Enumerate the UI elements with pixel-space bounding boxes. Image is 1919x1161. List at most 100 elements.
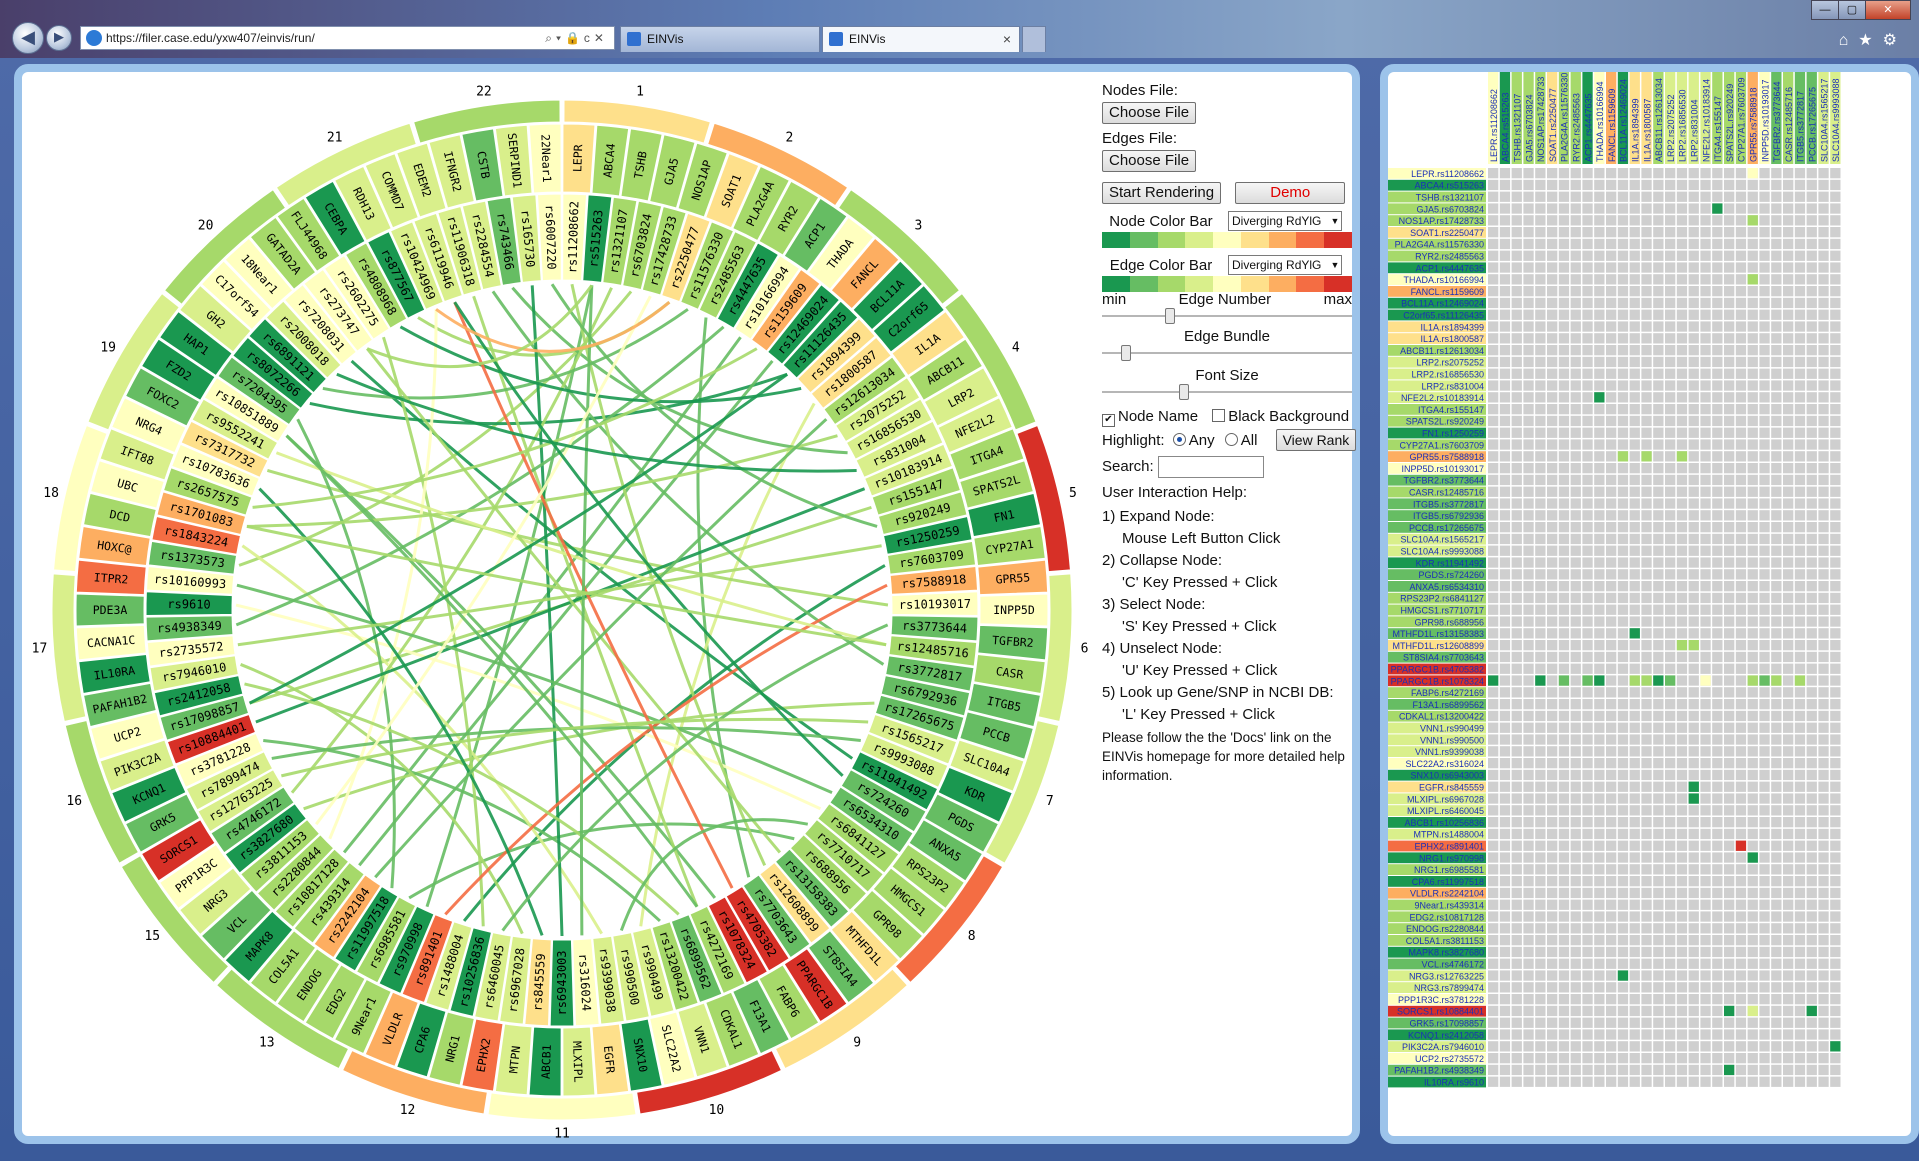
matrix-cell[interactable]	[1688, 333, 1699, 344]
matrix-cell[interactable]	[1653, 793, 1664, 804]
matrix-cell[interactable]	[1582, 1005, 1593, 1017]
matrix-cell[interactable]	[1523, 710, 1534, 722]
matrix-cell[interactable]	[1665, 864, 1676, 875]
matrix-cell[interactable]	[1570, 309, 1581, 320]
matrix-cell[interactable]	[1676, 663, 1688, 674]
matrix-cell[interactable]	[1806, 946, 1817, 958]
matrix-cell[interactable]	[1617, 1053, 1629, 1064]
matrix-cell[interactable]	[1747, 699, 1758, 710]
matrix-cell[interactable]	[1771, 498, 1782, 509]
network-edge[interactable]	[696, 317, 751, 878]
matrix-cell[interactable]	[1759, 769, 1770, 781]
matrix-cell[interactable]	[1830, 994, 1841, 1005]
gene-node[interactable]	[78, 653, 151, 695]
matrix-cell[interactable]	[1783, 616, 1794, 627]
matrix-cell[interactable]	[1594, 687, 1605, 698]
matrix-cell[interactable]	[1641, 628, 1652, 639]
matrix-cell[interactable]	[1488, 1005, 1499, 1017]
matrix-cell[interactable]	[1488, 498, 1499, 509]
gene-node[interactable]	[111, 397, 187, 454]
matrix-cell[interactable]	[1735, 557, 1747, 568]
matrix-cell[interactable]	[1759, 510, 1770, 521]
matrix-cell[interactable]	[1818, 286, 1829, 297]
matrix-cell[interactable]	[1617, 463, 1629, 474]
matrix-cell[interactable]	[1830, 321, 1841, 332]
matrix-cell[interactable]	[1712, 168, 1723, 179]
matrix-cell[interactable]	[1735, 1017, 1747, 1028]
matrix-cell[interactable]	[1653, 994, 1664, 1005]
network-edge[interactable]	[271, 726, 861, 760]
matrix-edge-cell[interactable]	[1700, 675, 1711, 686]
matrix-cell[interactable]	[1641, 722, 1652, 733]
matrix-cell[interactable]	[1488, 333, 1499, 344]
matrix-cell[interactable]	[1547, 746, 1558, 757]
matrix-cell[interactable]	[1735, 1064, 1747, 1076]
matrix-cell[interactable]	[1688, 451, 1699, 462]
matrix-cell[interactable]	[1783, 1053, 1794, 1064]
matrix-cell[interactable]	[1794, 923, 1806, 934]
matrix-cell[interactable]	[1488, 710, 1499, 722]
matrix-cell[interactable]	[1499, 581, 1511, 592]
matrix-cell[interactable]	[1606, 828, 1617, 840]
matrix-cell[interactable]	[1747, 191, 1758, 202]
matrix-cell[interactable]	[1665, 392, 1676, 403]
matrix-cell[interactable]	[1747, 427, 1758, 438]
matrix-cell[interactable]	[1724, 817, 1735, 828]
matrix-cell[interactable]	[1617, 168, 1629, 179]
matrix-cell[interactable]	[1488, 581, 1499, 592]
matrix-cell[interactable]	[1582, 1053, 1593, 1064]
matrix-cell[interactable]	[1783, 675, 1794, 686]
matrix-cell[interactable]	[1688, 699, 1699, 710]
matrix-cell[interactable]	[1712, 887, 1723, 899]
matrix-cell[interactable]	[1830, 533, 1841, 545]
matrix-cell[interactable]	[1594, 581, 1605, 592]
matrix-cell[interactable]	[1488, 262, 1499, 273]
matrix-cell[interactable]	[1535, 415, 1546, 427]
matrix-row-label[interactable]: KCNQ1.rs2412058	[1408, 1030, 1484, 1040]
matrix-cell[interactable]	[1700, 946, 1711, 958]
matrix-cell[interactable]	[1759, 309, 1770, 320]
matrix-cell[interactable]	[1688, 474, 1699, 486]
matrix-cell[interactable]	[1830, 439, 1841, 450]
matrix-cell[interactable]	[1735, 758, 1747, 769]
snp-node[interactable]	[170, 443, 260, 497]
matrix-cell[interactable]	[1523, 380, 1534, 391]
matrix-cell[interactable]	[1535, 309, 1546, 320]
matrix-cell[interactable]	[1724, 321, 1735, 332]
matrix-cell[interactable]	[1783, 274, 1794, 285]
gene-label[interactable]: ABCA4	[600, 142, 618, 178]
matrix-cell[interactable]	[1582, 852, 1593, 863]
matrix-cell[interactable]	[1676, 687, 1688, 698]
matrix-cell[interactable]	[1688, 923, 1699, 934]
matrix-cell[interactable]	[1499, 781, 1511, 792]
matrix-cell[interactable]	[1818, 604, 1829, 615]
matrix-cell[interactable]	[1629, 640, 1640, 651]
matrix-cell[interactable]	[1783, 746, 1794, 757]
matrix-cell[interactable]	[1794, 533, 1806, 545]
matrix-cell[interactable]	[1558, 840, 1570, 851]
snp-node[interactable]	[283, 284, 357, 365]
matrix-row-label[interactable]: PCCB.rs17265675	[1409, 523, 1484, 533]
matrix-cell[interactable]	[1499, 345, 1511, 356]
matrix-cell[interactable]	[1783, 286, 1794, 297]
snp-node[interactable]	[474, 932, 512, 1022]
matrix-cell[interactable]	[1806, 710, 1817, 722]
matrix-cell[interactable]	[1617, 840, 1629, 851]
matrix-cell[interactable]	[1606, 1076, 1617, 1087]
matrix-cell[interactable]	[1641, 356, 1652, 368]
matrix-cell[interactable]	[1700, 533, 1711, 545]
matrix-cell[interactable]	[1641, 262, 1652, 273]
matrix-cell[interactable]	[1771, 474, 1782, 486]
matrix-cell[interactable]	[1700, 828, 1711, 840]
matrix-cell[interactable]	[1747, 262, 1758, 273]
matrix-cell[interactable]	[1712, 227, 1723, 238]
matrix-cell[interactable]	[1759, 616, 1770, 627]
matrix-cell[interactable]	[1735, 179, 1747, 191]
matrix-cell[interactable]	[1606, 781, 1617, 792]
matrix-cell[interactable]	[1759, 1041, 1770, 1052]
matrix-cell[interactable]	[1547, 852, 1558, 863]
matrix-cell[interactable]	[1688, 1076, 1699, 1087]
matrix-cell[interactable]	[1712, 439, 1723, 450]
matrix-cell[interactable]	[1606, 1005, 1617, 1017]
matrix-cell[interactable]	[1830, 852, 1841, 863]
